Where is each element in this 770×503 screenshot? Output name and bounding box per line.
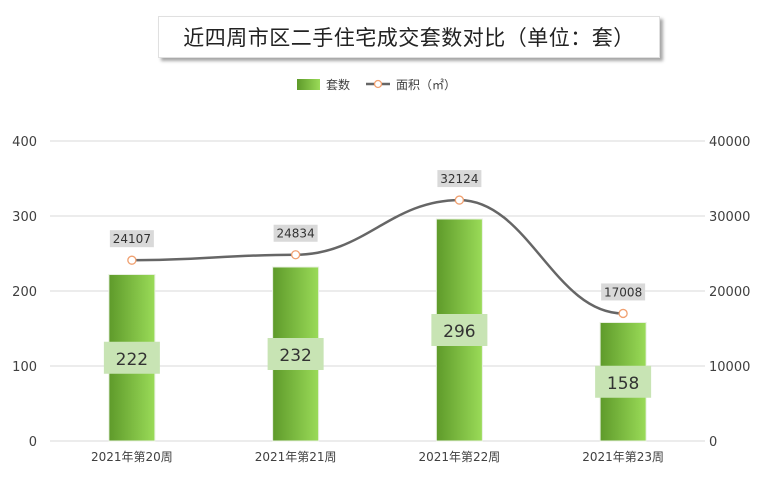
point-label-box — [601, 283, 646, 301]
category-label: 2021年第20周 — [91, 450, 173, 464]
bar-label-box — [267, 338, 324, 370]
bar-label-box — [431, 314, 488, 346]
legend-label-bar: 套数 — [326, 77, 350, 92]
line-point — [127, 255, 137, 265]
area-line — [131, 198, 624, 315]
category-label: 2021年第23周 — [582, 450, 664, 464]
left-tick-label: 200 — [12, 285, 37, 300]
bar-label-box — [103, 341, 160, 374]
category-label: 2021年第22周 — [418, 450, 500, 464]
point-label-box — [109, 230, 154, 248]
left-tick-label: 300 — [12, 210, 37, 225]
point-value-label: 17008 — [604, 285, 642, 299]
bar-value-label: 296 — [443, 322, 475, 342]
line-point — [618, 308, 628, 319]
point-value-label: 24834 — [277, 227, 315, 241]
right-tick-label: 10000 — [709, 360, 750, 375]
line-series: 24107 24834 32124 17008 — [109, 170, 646, 319]
left-tick-label: 0 — [29, 435, 37, 450]
bar-value-label: 232 — [279, 346, 311, 366]
legend: 套数 面积（㎡） — [297, 77, 456, 92]
right-tick-label: 0 — [709, 435, 717, 450]
legend-swatch-bar — [297, 79, 320, 90]
bar-label-box — [595, 365, 652, 398]
bar-series: 222 232 296 158 — [103, 218, 652, 442]
chart-title: 近四周市区二手住宅成交套数对比（单位：套） — [158, 16, 660, 58]
category-axis: 2021年第20周 2021年第21周 2021年第22周 2021年第23周 — [91, 450, 664, 464]
left-axis: 0 100 200 300 400 — [12, 135, 37, 450]
legend-swatch-marker — [373, 79, 383, 89]
line-point — [290, 250, 301, 260]
point-label-box — [273, 224, 318, 242]
point-value-label: 24107 — [113, 232, 151, 246]
point-label-box — [437, 170, 482, 188]
category-label: 2021年第21周 — [255, 450, 337, 464]
point-value-label: 32124 — [440, 172, 478, 186]
right-tick-label: 20000 — [709, 285, 750, 300]
right-tick-label: 40000 — [709, 135, 750, 150]
bar-value-label: 222 — [116, 350, 148, 370]
line-point — [454, 195, 465, 205]
right-axis: 0 10000 20000 30000 40000 — [709, 135, 750, 450]
left-tick-label: 100 — [12, 360, 37, 375]
legend-label-line: 面积（㎡） — [396, 78, 456, 92]
left-tick-label: 400 — [12, 135, 37, 150]
bar-value-label: 158 — [607, 374, 639, 394]
right-tick-label: 30000 — [709, 210, 750, 225]
